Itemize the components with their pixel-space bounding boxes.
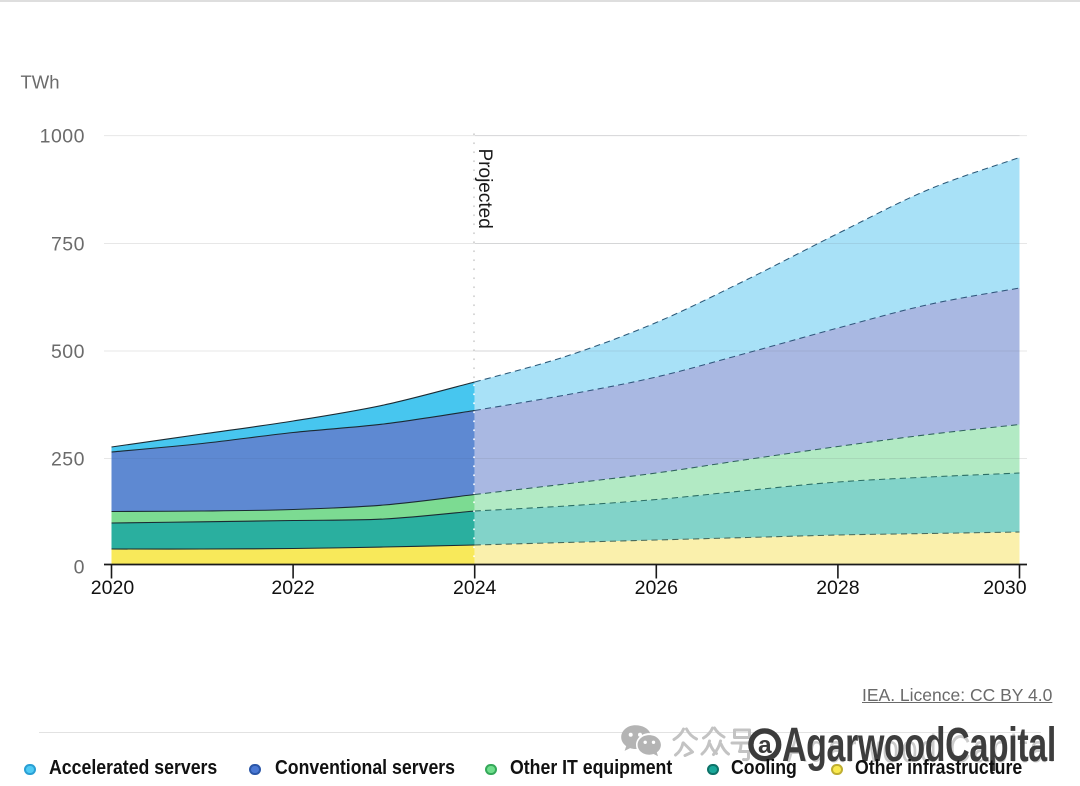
svg-text:2020: 2020 <box>91 577 135 599</box>
svg-text:250: 250 <box>51 448 85 470</box>
svg-text:0: 0 <box>74 557 85 579</box>
svg-text:2028: 2028 <box>816 577 859 599</box>
svg-text:1000: 1000 <box>40 125 85 147</box>
svg-text:2024: 2024 <box>453 577 497 599</box>
svg-text:Projected: Projected <box>474 149 495 229</box>
svg-text:TWh: TWh <box>21 72 60 93</box>
svg-text:2022: 2022 <box>271 577 314 599</box>
svg-text:500: 500 <box>51 341 85 363</box>
svg-text:2026: 2026 <box>635 577 678 599</box>
svg-text:750: 750 <box>51 233 85 255</box>
svg-text:a: a <box>758 732 772 759</box>
svg-text:2030: 2030 <box>983 577 1027 599</box>
